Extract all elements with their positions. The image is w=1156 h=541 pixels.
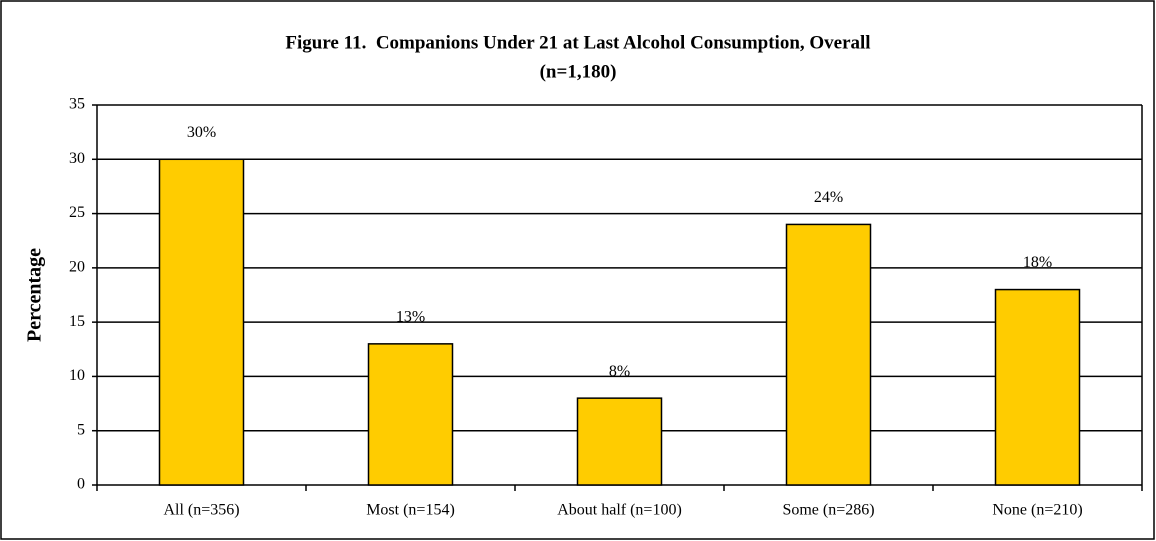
- y-tick-label: 35: [69, 96, 85, 113]
- y-tick-label: 20: [69, 259, 85, 276]
- y-tick-label: 0: [77, 476, 85, 493]
- value-label: 18%: [1023, 254, 1052, 271]
- value-label: 30%: [187, 124, 216, 141]
- chart-title: Figure 11. Companions Under 21 at Last A…: [285, 32, 870, 53]
- bar: [576, 397, 663, 486]
- y-tick-label: 25: [69, 204, 85, 221]
- y-tick-label: 10: [69, 367, 85, 384]
- y-axis-label: Percentage: [24, 248, 46, 342]
- bar: [367, 343, 454, 486]
- value-label: 24%: [814, 189, 843, 206]
- y-tick-label: 30: [69, 150, 85, 167]
- y-tick-label: 5: [77, 421, 85, 438]
- chart-subtitle: (n=1,180): [540, 61, 617, 82]
- bar: [785, 223, 872, 486]
- x-tick-label: Most (n=154): [366, 502, 455, 519]
- y-tick-label: 15: [69, 313, 85, 330]
- bar: [158, 158, 245, 486]
- x-tick-label: Some (n=286): [782, 502, 874, 519]
- value-label: 8%: [609, 363, 630, 380]
- x-tick-label: About half (n=100): [557, 502, 682, 519]
- x-tick-label: All (n=356): [163, 502, 239, 519]
- x-tick-label: None (n=210): [992, 502, 1082, 519]
- bar: [994, 288, 1081, 486]
- value-label: 13%: [396, 309, 425, 326]
